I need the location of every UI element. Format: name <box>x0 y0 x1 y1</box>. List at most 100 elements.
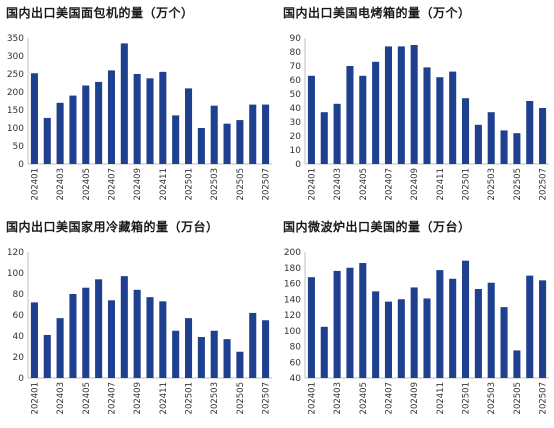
chart-svg-refrigerator: 0 20 40 60 80 100 120 202401 202403 202405 202407 2… <box>7 248 272 414</box>
bar-202411 <box>436 270 444 378</box>
chart-panel-bread-maker: 0 50 100 150 200 250 300 350 202401 202403 202405 2… <box>0 0 277 214</box>
bar-202507 <box>539 280 547 378</box>
bar-202404 <box>69 95 77 164</box>
chart-svg-electric-oven: 0 10 20 30 40 50 60 70 80 90 202401 202403 202405 202… <box>290 34 549 200</box>
bar-202410 <box>146 78 154 164</box>
chart-title: 国内出口美国面包机的量（万个） <box>6 6 194 20</box>
bar-202409 <box>410 287 418 378</box>
bar-202410 <box>423 67 431 164</box>
bar-202408 <box>120 43 128 164</box>
bar-202407 <box>384 301 393 378</box>
bar-202411 <box>159 71 167 164</box>
x-tick-label: 202403 <box>333 168 343 200</box>
x-tick-label: 202501 <box>462 168 472 200</box>
bar-202501 <box>461 260 470 378</box>
chart-svg-bread-maker: 0 50 100 150 200 250 300 350 202401 202403 202405 2… <box>7 34 272 200</box>
bar-202506 <box>526 101 534 164</box>
x-tick-label: 202411 <box>436 382 446 414</box>
x-tick-label: 202503 <box>487 382 497 414</box>
bar-202404 <box>346 66 354 164</box>
x-tick-label: 202503 <box>210 382 220 414</box>
chart-panel-electric-oven: 0 10 20 30 40 50 60 70 80 90 202401 202403 202405 202… <box>277 0 554 214</box>
bar-202405 <box>82 287 90 378</box>
bar-202502 <box>197 128 205 164</box>
y-tick-label: 140 <box>284 295 301 305</box>
bar-202403 <box>333 270 341 378</box>
y-tick-label: 40 <box>290 374 302 384</box>
bar-202501 <box>184 88 193 164</box>
x-tick-label: 202407 <box>107 382 117 414</box>
x-tick-label: 202505 <box>236 168 246 200</box>
bar-202507 <box>262 320 270 378</box>
y-tick-label: 200 <box>7 88 24 98</box>
x-tick-label: 202409 <box>133 168 143 200</box>
x-tick-label: 202505 <box>513 382 523 414</box>
x-tick-label: 202407 <box>107 168 117 200</box>
x-tick-label: 202503 <box>210 168 220 200</box>
y-tick-label: 200 <box>284 248 301 258</box>
bar-202401 <box>307 75 315 164</box>
x-tick-label: 202405 <box>359 168 369 200</box>
bar-202404 <box>69 294 77 378</box>
y-tick-label: 30 <box>290 118 302 128</box>
x-tick-label: 202411 <box>159 168 169 200</box>
y-tick-label: 60 <box>13 311 25 321</box>
y-tick-label: 90 <box>290 34 302 44</box>
y-tick-label: 100 <box>284 327 301 337</box>
chart-panel-microwave: 40 60 80 100 120 140 160 180 200 202401 202403 2024… <box>277 214 554 428</box>
chart-panel-refrigerator: 0 20 40 60 80 100 120 202401 202403 202405 202407 2… <box>0 214 277 428</box>
bar-202503 <box>210 330 218 378</box>
bar-202501 <box>184 318 193 378</box>
x-tick-label: 202507 <box>539 382 549 414</box>
y-tick-label: 160 <box>284 280 301 290</box>
bar-202504 <box>223 123 231 164</box>
bar-202505 <box>513 133 521 164</box>
y-tick-label: 150 <box>7 106 24 116</box>
bar-202406 <box>372 291 380 378</box>
chart-title: 国内出口美国家用冷藏箱的量（万台） <box>6 220 219 234</box>
y-tick-label: 10 <box>290 146 302 156</box>
bar-202403 <box>56 318 64 378</box>
y-tick-label: 20 <box>13 353 25 363</box>
bar-202408 <box>397 299 405 378</box>
bar-202504 <box>223 339 231 378</box>
x-tick-label: 202401 <box>307 168 317 200</box>
x-tick-label: 202501 <box>185 168 195 200</box>
x-tick-label: 202401 <box>30 168 40 200</box>
x-tick-label: 202501 <box>185 382 195 414</box>
bar-202402 <box>43 117 51 164</box>
bar-202405 <box>82 85 90 164</box>
bar-202412 <box>449 71 457 164</box>
bar-202409 <box>133 74 141 164</box>
y-tick-label: 70 <box>290 62 302 72</box>
x-tick-label: 202405 <box>82 168 92 200</box>
bar-202501 <box>461 98 470 164</box>
bar-202409 <box>133 289 141 378</box>
bar-202503 <box>487 282 495 378</box>
x-tick-label: 202405 <box>82 382 92 414</box>
bar-202504 <box>500 130 508 164</box>
bar-202401 <box>30 302 38 378</box>
bar-202504 <box>500 307 508 378</box>
x-tick-label: 202409 <box>410 168 420 200</box>
x-tick-label: 202501 <box>462 382 472 414</box>
bar-202402 <box>320 112 328 164</box>
bar-202405 <box>359 75 367 164</box>
bar-202411 <box>159 301 167 378</box>
y-tick-label: 50 <box>290 90 302 100</box>
bar-202407 <box>107 300 116 378</box>
y-tick-label: 50 <box>13 142 25 152</box>
y-tick-label: 180 <box>284 264 301 274</box>
bar-202406 <box>95 81 103 164</box>
bar-202406 <box>95 279 103 378</box>
x-tick-label: 202401 <box>307 382 317 414</box>
bar-202502 <box>474 289 482 378</box>
bar-202404 <box>346 267 354 378</box>
bar-202410 <box>146 297 154 378</box>
bar-202503 <box>487 112 495 164</box>
chart-svg-microwave: 40 60 80 100 120 140 160 180 200 202401 202403 2024… <box>284 248 549 414</box>
x-tick-label: 202403 <box>333 382 343 414</box>
x-tick-label: 202403 <box>56 382 66 414</box>
bar-202403 <box>333 103 341 164</box>
y-tick-label: 80 <box>13 290 25 300</box>
